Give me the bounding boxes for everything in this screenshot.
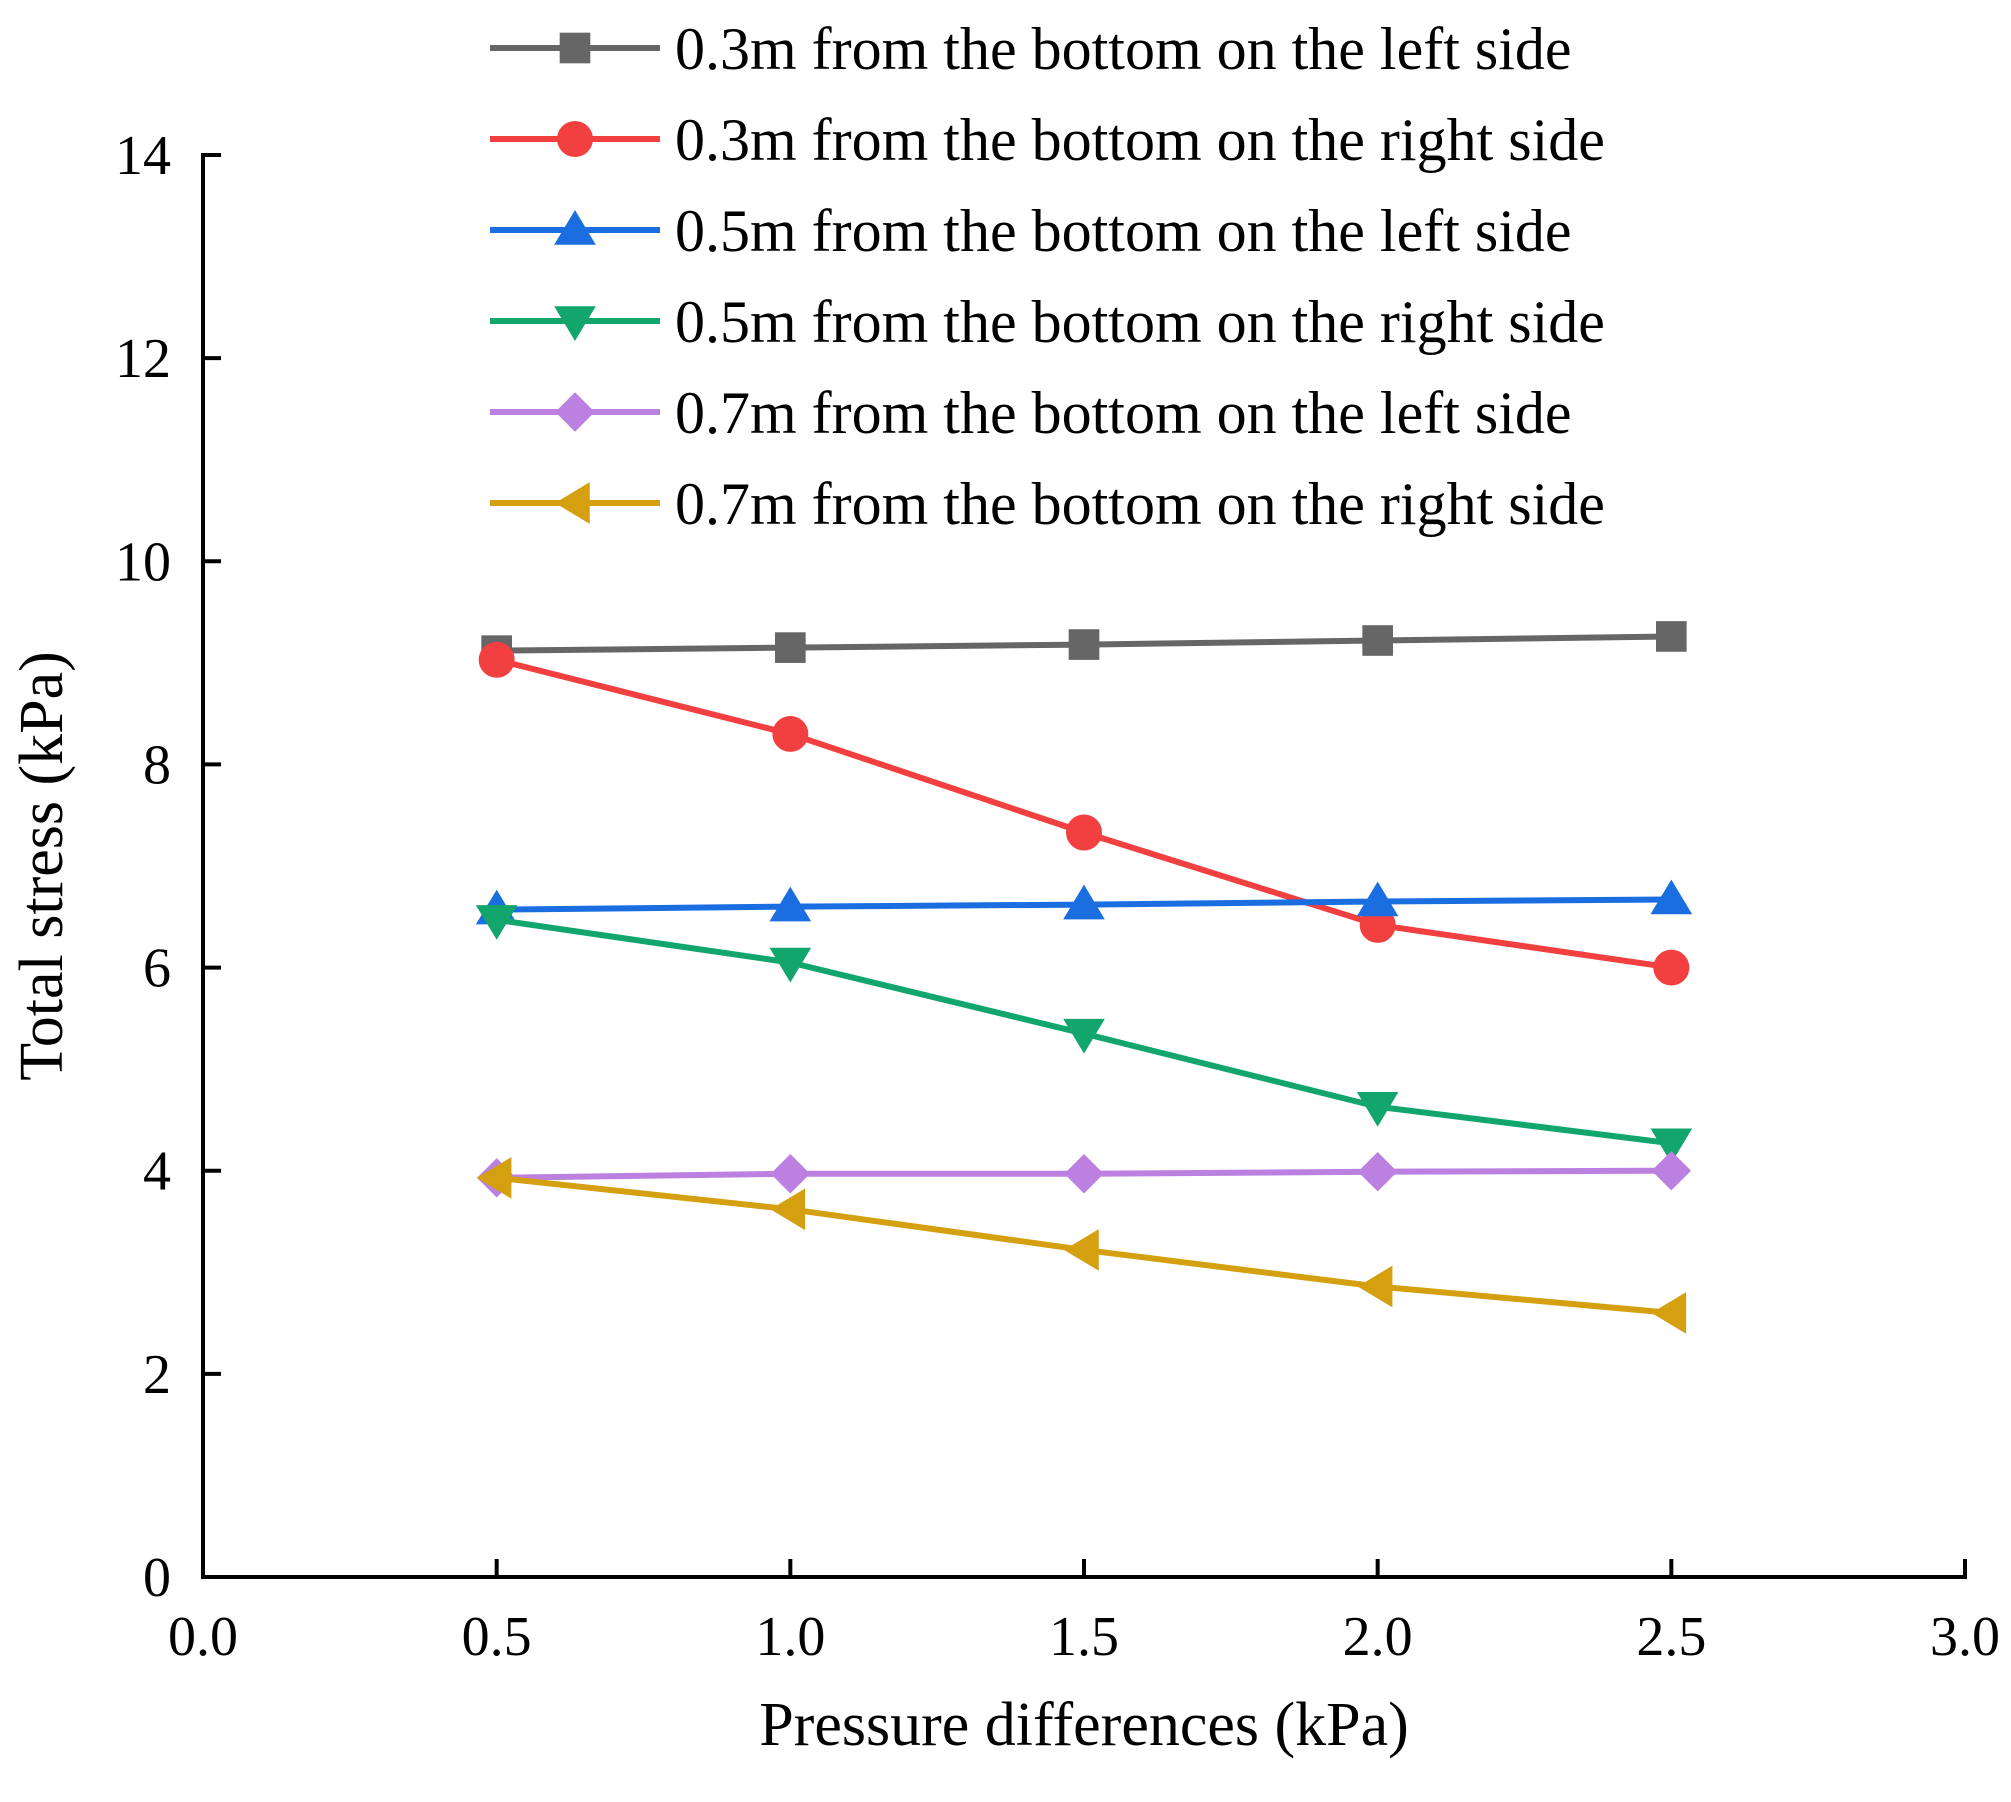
- series-2: [478, 641, 1690, 986]
- data-point: [1650, 879, 1693, 915]
- x-tick-label: 2.0: [1343, 1606, 1413, 1668]
- data-point: [1063, 1018, 1105, 1054]
- data-point: [769, 947, 812, 983]
- data-point: [770, 1154, 811, 1194]
- legend-item: 0.3m from the bottom on the left side: [490, 16, 1572, 82]
- y-tick-label: 12: [115, 328, 171, 390]
- data-point: [1651, 1151, 1692, 1191]
- legend-marker: [554, 210, 596, 245]
- data-point: [1653, 949, 1690, 986]
- data-point: [1650, 1128, 1693, 1164]
- series-4: [475, 905, 1693, 1164]
- legend-marker: [555, 482, 590, 524]
- x-tick-label: 2.5: [1636, 1606, 1706, 1668]
- x-tick-label: 3.0: [1930, 1606, 2000, 1668]
- plot-area: 0.0 0.5 1.0 1.5 2.0 2.5 3.0 0 2 4 6 8 10 12 14: [115, 125, 2000, 1668]
- data-point: [478, 641, 515, 678]
- legend-label: 0.7m from the bottom on the left side: [675, 380, 1572, 446]
- data-point: [1356, 1091, 1399, 1127]
- legend-label: 0.3m from the bottom on the left side: [675, 16, 1572, 82]
- data-point: [1063, 884, 1105, 920]
- x-axis-ticks: 0.0 0.5 1.0 1.5 2.0 2.5 3.0: [168, 1559, 2000, 1668]
- data-point: [1357, 1152, 1398, 1192]
- legend-marker: [557, 121, 593, 157]
- data-point: [1362, 625, 1393, 656]
- legend-item: 0.5m from the bottom on the right side: [490, 289, 1605, 355]
- y-axis-title: Total stress (kPa): [8, 651, 76, 1081]
- series-3: [475, 879, 1693, 925]
- data-point: [1064, 1229, 1099, 1271]
- data-point: [475, 905, 518, 940]
- data-point: [1656, 621, 1687, 652]
- x-tick-label: 1.0: [755, 1606, 825, 1668]
- series-1: [481, 621, 1687, 666]
- y-tick-label: 0: [143, 1547, 171, 1609]
- legend-marker: [559, 32, 591, 64]
- data-point: [1064, 1154, 1104, 1194]
- legend-marker: [554, 306, 596, 341]
- legend-item: 0.3m from the bottom on the right side: [490, 107, 1605, 173]
- data-point: [1066, 814, 1102, 851]
- y-tick-label: 8: [143, 734, 171, 796]
- series-layer: [475, 621, 1693, 1334]
- legend-label: 0.5m from the bottom on the left side: [675, 198, 1572, 264]
- data-point: [1356, 881, 1399, 917]
- legend-marker: [555, 392, 595, 432]
- y-axis-ticks: 0 2 4 6 8 10 12 14: [115, 125, 221, 1609]
- data-point: [1357, 1265, 1393, 1308]
- data-point: [770, 1188, 806, 1231]
- legend-label: 0.7m from the bottom on the right side: [675, 471, 1605, 537]
- x-tick-label: 0.0: [168, 1606, 238, 1668]
- legend-label: 0.5m from the bottom on the right side: [675, 289, 1605, 355]
- legend-item: 0.5m from the bottom on the left side: [490, 198, 1572, 264]
- series-5: [476, 1151, 1692, 1198]
- x-tick-label: 1.5: [1049, 1606, 1119, 1668]
- y-tick-label: 6: [143, 938, 171, 1000]
- y-tick-label: 2: [143, 1344, 171, 1406]
- legend-item: 0.7m from the bottom on the right side: [490, 471, 1605, 537]
- x-axis-title: Pressure differences (kPa): [759, 1691, 1409, 1759]
- data-point: [1651, 1292, 1687, 1334]
- y-tick-label: 14: [115, 125, 171, 187]
- data-point: [772, 715, 809, 752]
- series-line: [495, 656, 1672, 971]
- data-point: [476, 1156, 512, 1199]
- data-point: [775, 632, 806, 663]
- series-6: [476, 1156, 1687, 1334]
- legend: 0.3m from the bottom on the left side 0.3…: [490, 16, 1605, 537]
- data-point: [769, 886, 812, 922]
- y-tick-label: 4: [143, 1141, 171, 1203]
- data-point: [1068, 629, 1100, 660]
- legend-item: 0.7m from the bottom on the left side: [490, 380, 1572, 446]
- y-tick-label: 10: [115, 531, 171, 593]
- x-tick-label: 0.5: [462, 1606, 532, 1668]
- legend-label: 0.3m from the bottom on the right side: [675, 107, 1605, 173]
